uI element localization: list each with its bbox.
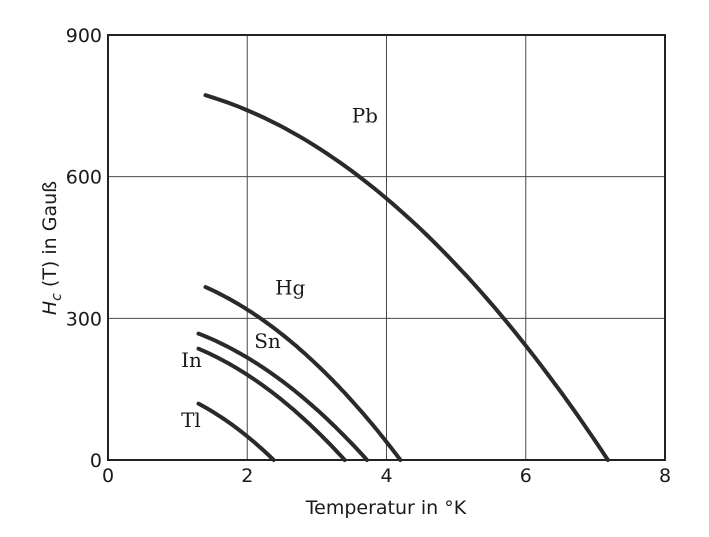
- series-label-pb: Pb: [352, 103, 378, 127]
- series-label-in: In: [181, 348, 202, 372]
- series-label-hg: Hg: [275, 276, 305, 300]
- x-tick-label: 6: [520, 465, 532, 487]
- x-tick-label: 2: [241, 465, 253, 487]
- series-labels: Pb Hg Sn In Tl: [181, 103, 378, 432]
- plot-frame: [107, 34, 666, 461]
- y-axis-label-h: H: [39, 301, 61, 315]
- curves: [196, 93, 610, 462]
- y-tick-label: 900: [66, 25, 102, 47]
- y-tick-label: 600: [66, 167, 102, 189]
- y-axis-label-t: (T): [39, 261, 61, 293]
- series-line-tl: [196, 401, 276, 462]
- series-line-in: [196, 346, 347, 462]
- x-axis-label: Temperatur in °K: [305, 497, 467, 519]
- y-axis-label-unit: in Gauß: [39, 181, 61, 261]
- series-line-pb: [203, 93, 610, 462]
- tick-labels: 0 2 4 6 8 0 300 600 900: [66, 25, 671, 487]
- x-tick-label: 4: [380, 465, 392, 487]
- series-line-sn: [196, 331, 369, 462]
- y-axis-label-sub: c: [49, 293, 65, 301]
- y-tick-label: 300: [66, 308, 102, 330]
- series-line-hg: [203, 285, 403, 462]
- grid: [108, 35, 665, 460]
- y-tick-label: 0: [90, 450, 102, 472]
- y-axis-label: Hc (T) in Gauß: [39, 181, 65, 315]
- series-label-sn: Sn: [254, 329, 281, 353]
- x-tick-label: 0: [102, 465, 114, 487]
- series-label-tl: Tl: [181, 408, 201, 432]
- x-tick-label: 8: [659, 465, 671, 487]
